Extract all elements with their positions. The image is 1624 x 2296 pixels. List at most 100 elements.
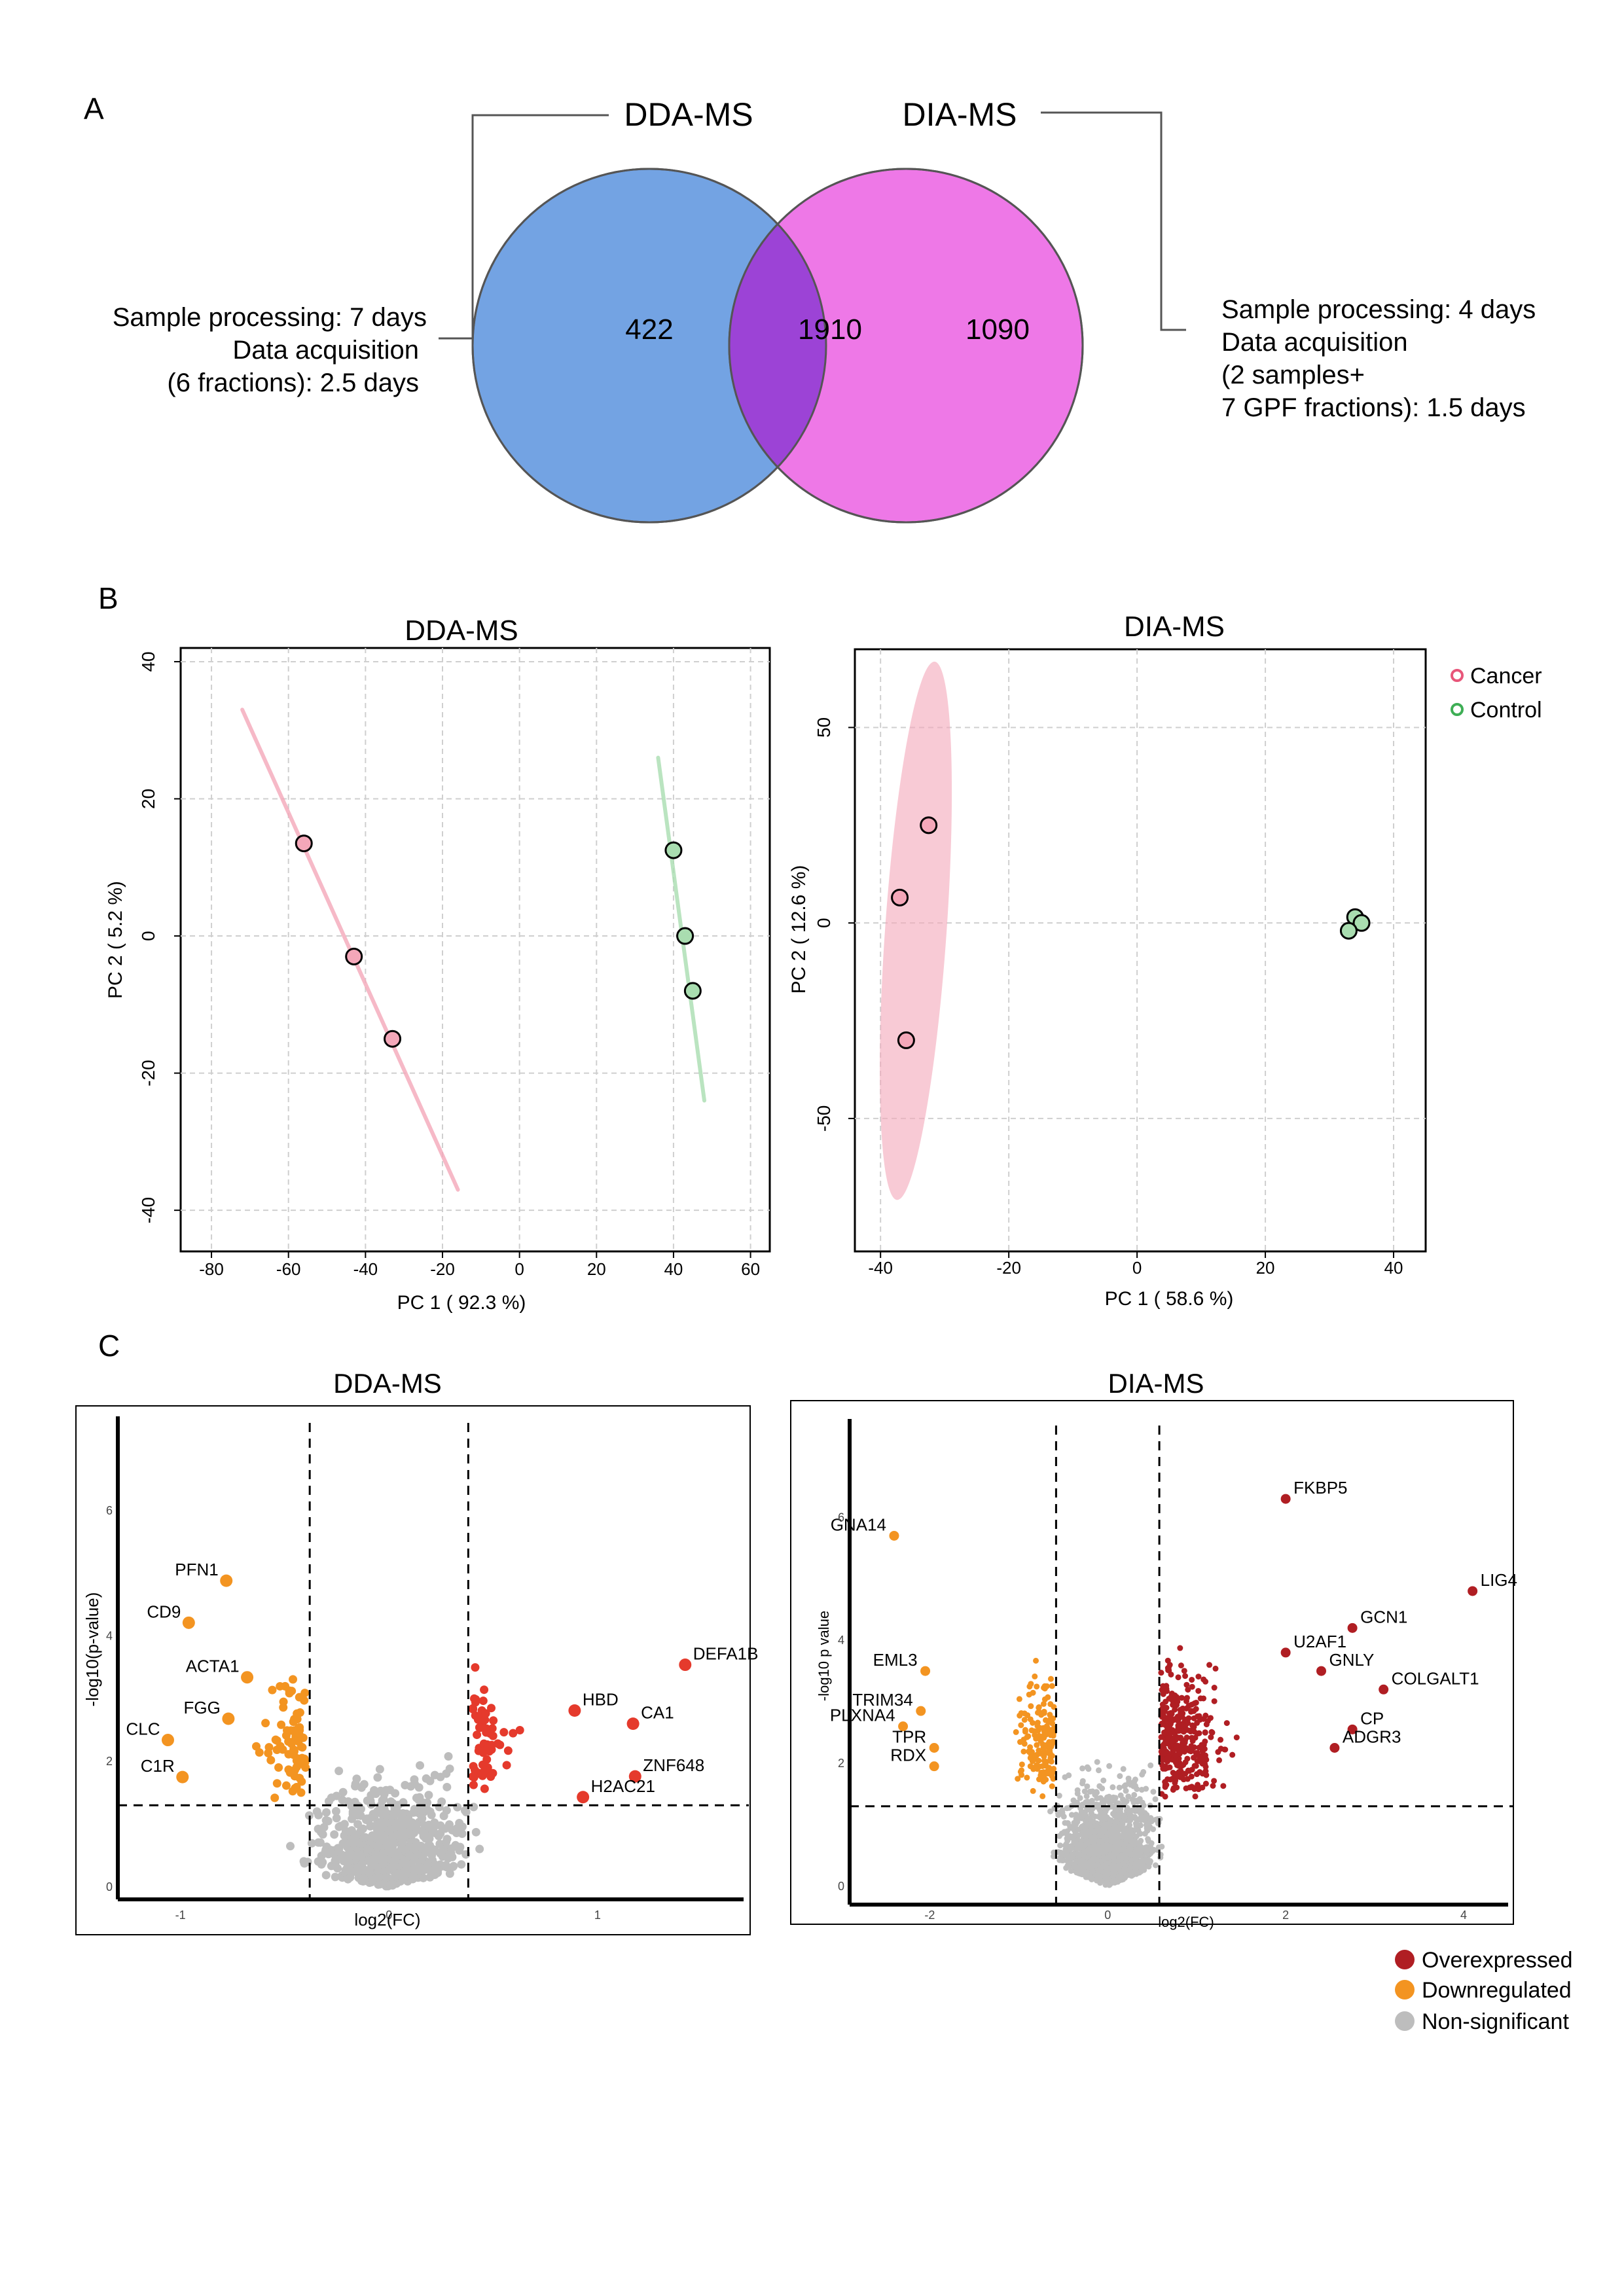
volcano-dia-point — [1197, 1695, 1204, 1702]
volcano-dia-labeled-point — [916, 1706, 926, 1716]
volcano-dia-frame — [790, 1400, 1514, 1925]
pca-dda-ytick-label: 40 — [138, 651, 158, 672]
volcano-dda-point — [435, 1803, 444, 1812]
volcano-dda-point — [471, 1698, 480, 1707]
volcano-dia-point — [1108, 1865, 1115, 1871]
volcano-dia-point — [1081, 1788, 1088, 1795]
volcano-dda-point — [391, 1819, 400, 1828]
legend-nonsignificant-label: Non-significant — [1422, 2009, 1569, 2034]
volcano-dia-point — [1091, 1848, 1097, 1855]
volcano-dda-point — [363, 1814, 372, 1823]
legend-downregulated-label: Downregulated — [1422, 1978, 1572, 2003]
volcano-dia-point — [1164, 1755, 1171, 1762]
venn-right-count: 1090 — [965, 314, 1030, 346]
volcano-dia-labeled-point — [1468, 1586, 1478, 1596]
volcano-dda-point — [300, 1859, 309, 1868]
volcano-dda-point — [461, 1808, 471, 1817]
volcano-dda-point — [456, 1842, 465, 1852]
volcano-dia-labeled-point — [1379, 1684, 1389, 1695]
volcano-dia-point — [1180, 1710, 1186, 1717]
volcano-dda-point — [444, 1751, 453, 1761]
pca-dia-point-control — [1339, 922, 1358, 940]
legend-control-label: Control — [1470, 698, 1542, 723]
volcano-dia-point — [1080, 1809, 1087, 1816]
volcano-dda-point — [470, 1766, 479, 1775]
volcano-dia-point — [1074, 1818, 1081, 1825]
volcano-dia-point — [1132, 1827, 1139, 1833]
volcano-dia-gene-label: EML3 — [873, 1650, 918, 1670]
volcano-dia-point — [1075, 1841, 1081, 1848]
volcano-dda-point — [368, 1876, 377, 1885]
volcano-dia-gene-label: ADGR3 — [1343, 1727, 1401, 1746]
volcano-dda-point — [378, 1859, 388, 1869]
volcano-dda-point — [452, 1828, 461, 1837]
volcano-dia-point — [1099, 1863, 1106, 1870]
volcano-dda-point — [489, 1716, 498, 1725]
volcano-dia-title: DIA-MS — [1108, 1368, 1204, 1399]
volcano-dda-point — [407, 1843, 416, 1852]
volcano-dia-point — [1189, 1683, 1195, 1690]
volcano-dda-point — [324, 1850, 333, 1859]
volcano-dda-frame — [75, 1405, 751, 1935]
volcano-dia-labeled-point — [929, 1742, 939, 1753]
volcano-dia-point — [1191, 1700, 1198, 1706]
volcano-dda-gene-label: ZNF648 — [643, 1755, 704, 1775]
legend-overexpressed-marker — [1395, 1950, 1415, 1969]
volcano-dia-labeled-point — [1329, 1742, 1340, 1753]
volcano-dda-point — [386, 1785, 395, 1795]
volcano-dia-point — [1047, 1701, 1054, 1708]
volcano-dda-xtick-label: 1 — [594, 1909, 601, 1922]
volcano-dia-point — [1191, 1763, 1198, 1769]
volcano-dda-point — [414, 1866, 424, 1875]
pca-dda-point-control — [676, 927, 695, 945]
volcano-dda-labeled-point — [176, 1770, 189, 1784]
volcano-dda-point — [301, 1763, 310, 1772]
pca-dia-xtick-label: 20 — [1256, 1258, 1275, 1278]
volcano-dda-point — [480, 1784, 489, 1793]
volcano-dia-point — [1110, 1784, 1116, 1791]
volcano-dia-point — [1106, 1799, 1113, 1805]
volcano-dia-point — [1083, 1793, 1090, 1799]
volcano-dda-point — [388, 1833, 397, 1842]
volcano-dia-point — [1212, 1665, 1219, 1672]
volcano-dda-point — [415, 1793, 424, 1802]
pca-dda-point-cancer — [295, 834, 313, 853]
volcano-dda-point — [354, 1839, 363, 1848]
volcano-dia-point — [1018, 1722, 1024, 1729]
volcano-dia-point — [1189, 1722, 1196, 1729]
volcano-dia-point — [1177, 1774, 1183, 1780]
volcano-dda-point — [359, 1874, 369, 1884]
volcano-dia-point — [1106, 1846, 1113, 1853]
volcano-dda-labeled-point — [568, 1704, 581, 1717]
volcano-dia-point — [1117, 1773, 1123, 1780]
volcano-dda-point — [318, 1830, 327, 1839]
volcano-dia-point — [1045, 1694, 1051, 1700]
volcano-dia-point — [1127, 1822, 1133, 1829]
volcano-dia-point — [1031, 1756, 1038, 1763]
volcano-dda-point — [469, 1773, 478, 1782]
volcano-dia-point — [1152, 1862, 1159, 1869]
volcano-dda-point — [389, 1848, 398, 1857]
volcano-dia-point — [1050, 1732, 1056, 1739]
volcano-dia-point — [1174, 1784, 1180, 1791]
volcano-dia-point — [1147, 1823, 1153, 1830]
volcano-dia-point — [1184, 1727, 1191, 1733]
volcano-dia-gene-label: TRIM34 — [852, 1690, 912, 1710]
volcano-dda-point — [391, 1856, 400, 1865]
volcano-dia-point — [1025, 1733, 1032, 1740]
volcano-dia-labeled-point — [920, 1666, 931, 1676]
volcano-dia-point — [1122, 1782, 1128, 1789]
volcano-dia-point — [1158, 1734, 1164, 1740]
volcano-dia-point — [1168, 1671, 1174, 1677]
volcano-dda-labeled-point — [679, 1659, 692, 1672]
volcano-dia-point — [1094, 1861, 1101, 1868]
volcano-dda-gene-label: FGG — [184, 1698, 221, 1717]
volcano-dda-point — [448, 1852, 457, 1861]
volcano-dda-point — [478, 1760, 487, 1769]
volcano-dda-point — [319, 1823, 329, 1832]
volcano-dia-point — [1128, 1857, 1134, 1863]
volcano-dda-point — [336, 1821, 345, 1831]
volcano-dda-point — [439, 1845, 448, 1854]
volcano-dda-point — [425, 1776, 435, 1785]
volcano-dia-point — [1180, 1737, 1186, 1744]
